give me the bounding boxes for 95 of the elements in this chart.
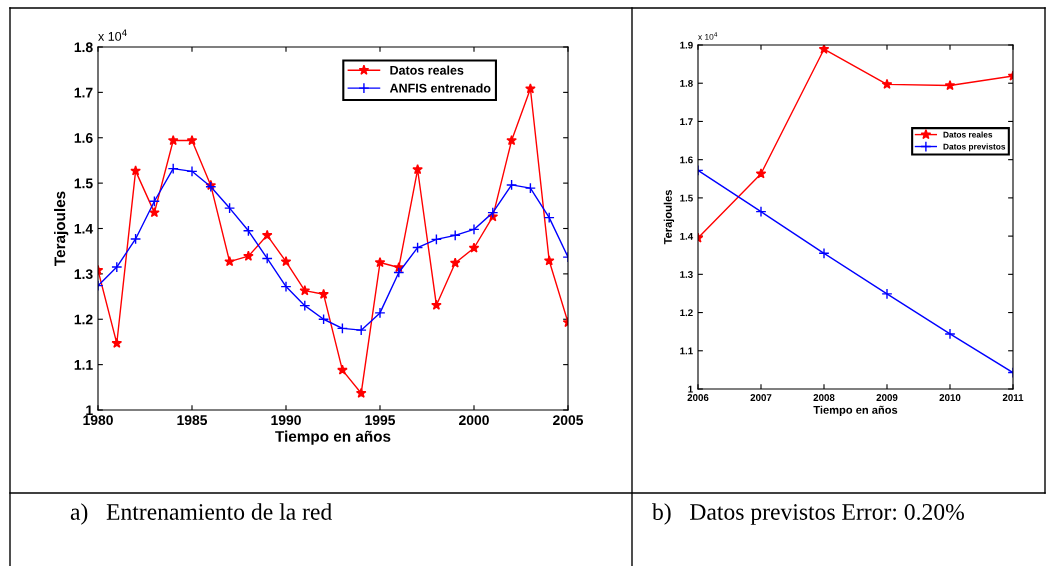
point	[280, 256, 292, 267]
point	[111, 337, 123, 348]
point	[755, 168, 767, 179]
x-tick-label: 2005	[553, 415, 584, 426]
point	[818, 247, 830, 259]
x-tick-label: 2007	[750, 394, 772, 401]
point	[130, 233, 142, 245]
x-tick-label: 2011	[1002, 394, 1024, 401]
y-tick-label: 1.3	[74, 269, 93, 280]
y-tick-label: 1.3	[680, 271, 693, 278]
point	[243, 250, 254, 261]
point	[374, 307, 386, 319]
point	[130, 165, 141, 176]
y-axis-title: Terajoules	[54, 191, 69, 266]
point	[543, 255, 555, 266]
point	[337, 364, 348, 375]
x-tick-label: 2009	[876, 394, 898, 401]
point	[449, 229, 461, 241]
point	[111, 261, 123, 273]
x-tick-label: 1985	[177, 415, 208, 426]
point	[393, 266, 405, 279]
point	[487, 207, 499, 219]
point	[374, 256, 386, 268]
point	[881, 78, 893, 89]
y-tick-label: 1.8	[74, 42, 93, 53]
point	[318, 288, 329, 299]
point	[149, 207, 160, 218]
point	[299, 285, 311, 296]
text: a) Entrenamiento de la red	[70, 503, 332, 525]
text: x 10$^{4}$	[98, 29, 127, 41]
legend-label: Datos reales	[390, 65, 464, 75]
point	[412, 242, 424, 254]
x-axis-title: Tiempo en años	[275, 430, 391, 445]
y-tick-label: 1.9	[680, 41, 693, 49]
y-tick-label: 1.5	[74, 178, 93, 189]
point	[431, 299, 442, 310]
point	[524, 182, 536, 194]
point	[881, 288, 893, 300]
x-tick-label: 1990	[271, 415, 301, 426]
y-tick-label: 1	[86, 405, 93, 416]
x-tick-label: 2006	[687, 394, 709, 401]
y-tick-label: 1.1	[74, 360, 93, 370]
point	[506, 179, 518, 191]
x-tick-label: 2000	[459, 415, 489, 426]
point	[318, 313, 330, 325]
point	[299, 300, 311, 312]
text: x 10$^{4}$	[698, 32, 718, 40]
point	[944, 79, 956, 91]
point	[261, 252, 273, 265]
point	[167, 134, 179, 146]
point	[336, 322, 348, 334]
y-tick-label: 1.6	[680, 156, 693, 164]
x-axis-title: Tiempo en años	[813, 405, 898, 417]
point	[944, 328, 956, 340]
y-axis-title: Terajoules	[663, 190, 675, 245]
x-tick-label: 1980	[83, 415, 113, 426]
point	[449, 257, 461, 268]
point	[224, 202, 236, 214]
point	[355, 324, 367, 336]
point	[148, 195, 160, 207]
legend-label: ANFIS entrenado	[389, 83, 491, 93]
y-tick-label: 1.2	[680, 309, 693, 317]
y-tick-label: 1.1	[680, 347, 693, 355]
point	[261, 229, 273, 240]
point	[186, 165, 198, 177]
y-tick-label: 1.8	[680, 79, 693, 87]
point	[543, 212, 555, 224]
point	[818, 45, 830, 54]
x-tick-label: 2010	[939, 394, 961, 401]
x-tick-label: 2008	[813, 394, 835, 401]
point	[186, 134, 198, 146]
point	[242, 225, 254, 237]
legend-label: Datos previstos	[943, 143, 1006, 152]
y-tick-label: 1.4	[680, 232, 694, 240]
point	[280, 281, 292, 293]
point	[355, 387, 367, 398]
text: b) Datos previstos Error: 0.20%	[652, 503, 964, 525]
point	[167, 163, 179, 175]
y-tick-label: 1.6	[74, 133, 93, 143]
point	[412, 163, 423, 175]
y-tick-label: 1.5	[680, 194, 693, 202]
point	[525, 83, 536, 94]
point	[224, 256, 235, 267]
legend-label: Datos reales	[943, 131, 993, 138]
y-tick-label: 1.2	[74, 314, 93, 325]
y-tick-label: 1.4	[74, 223, 94, 234]
x-tick-label: 1995	[365, 415, 396, 426]
point	[468, 223, 480, 235]
point	[468, 242, 480, 253]
y-tick-label: 1	[688, 385, 693, 393]
point	[755, 206, 767, 218]
point	[506, 134, 517, 146]
y-tick-label: 1.7	[74, 87, 93, 98]
point	[430, 233, 442, 245]
y-tick-label: 1.7	[680, 118, 693, 125]
